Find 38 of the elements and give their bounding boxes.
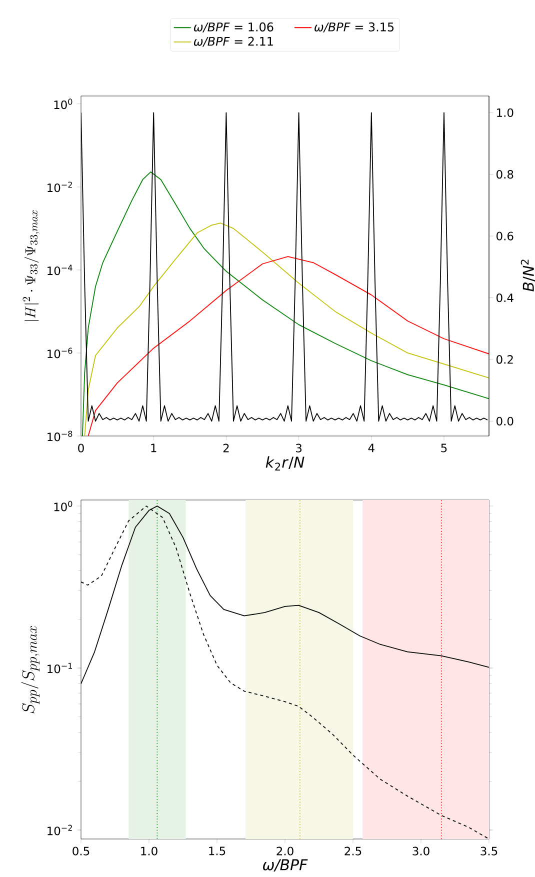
x-axis-title: k$_{2}$r/N bbox=[266, 456, 304, 470]
y-tick-label: 10$^{−2}$ bbox=[48, 824, 72, 836]
line-series bbox=[84, 222, 489, 436]
y-axis-title: $|H|^{2}\cdot\Psi_{33}/\Psi_{33,max}$ bbox=[22, 210, 40, 321]
x-tick-label: 3.5 bbox=[480, 846, 498, 856]
x-tick-label: 2.5 bbox=[344, 846, 362, 856]
x-tick-label: 3 bbox=[296, 444, 302, 452]
x-tick-label: 0 bbox=[78, 444, 84, 452]
y2-axis-title: B/N$^{2}$ bbox=[520, 260, 535, 292]
line-series bbox=[82, 171, 489, 436]
x-tick-label: 0.5 bbox=[72, 846, 90, 856]
y-tick-label: 10$^{0}$ bbox=[54, 500, 72, 512]
line-series bbox=[88, 256, 489, 436]
legend-label: ω/BPF = 3.15 bbox=[314, 22, 394, 32]
y2-tick-label: 0.8 bbox=[496, 170, 514, 179]
y2-tick-label: 0.6 bbox=[496, 232, 514, 240]
x-tick-label: 2 bbox=[223, 444, 229, 452]
y2-tick-label: 0.2 bbox=[496, 355, 513, 364]
y-tick-label: 10$^{−8}$ bbox=[48, 430, 72, 442]
x-tick-label: 1.0 bbox=[141, 846, 158, 856]
y-tick-label: 10$^{0}$ bbox=[54, 98, 72, 110]
x-tick-label: 4 bbox=[368, 444, 374, 452]
x-axis-title: ω/BPF bbox=[263, 859, 308, 872]
x-tick-label: 1.5 bbox=[209, 846, 226, 856]
x-tick-label: 2.0 bbox=[276, 846, 294, 856]
y-tick-label: 10$^{−6}$ bbox=[48, 348, 72, 358]
y2-tick-label: 0.4 bbox=[496, 293, 514, 302]
y-tick-label: 10$^{−2}$ bbox=[48, 182, 72, 192]
x-tick-label: 1 bbox=[151, 444, 156, 452]
y-axis-title: $S_{pp}/S_{pp,max}$ bbox=[21, 626, 40, 714]
y2-tick-label: 0.0 bbox=[496, 416, 514, 426]
y-tick-label: 10$^{−4}$ bbox=[48, 264, 72, 276]
y-tick-label: 10$^{−1}$ bbox=[48, 662, 72, 674]
y2-tick-label: 1.0 bbox=[497, 108, 514, 117]
legend-label: ω/BPF = 2.11 bbox=[194, 36, 273, 47]
x-tick-label: 5 bbox=[441, 444, 447, 452]
x-tick-label: 3.0 bbox=[412, 846, 430, 856]
legend-label: ω/BPF = 1.06 bbox=[194, 22, 274, 32]
